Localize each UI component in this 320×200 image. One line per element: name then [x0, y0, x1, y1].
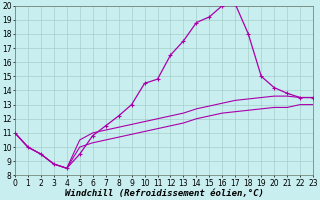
X-axis label: Windchill (Refroidissement éolien,°C): Windchill (Refroidissement éolien,°C) [65, 189, 263, 198]
